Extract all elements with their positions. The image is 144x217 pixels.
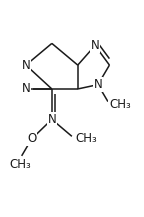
Text: N: N bbox=[94, 78, 102, 91]
Text: O: O bbox=[27, 132, 36, 145]
Text: N: N bbox=[22, 59, 30, 72]
Text: N: N bbox=[48, 113, 56, 126]
Text: CH₃: CH₃ bbox=[75, 132, 97, 145]
Text: N: N bbox=[91, 39, 99, 52]
Text: CH₃: CH₃ bbox=[109, 98, 131, 111]
Text: CH₃: CH₃ bbox=[9, 158, 31, 171]
Text: N: N bbox=[22, 82, 30, 95]
